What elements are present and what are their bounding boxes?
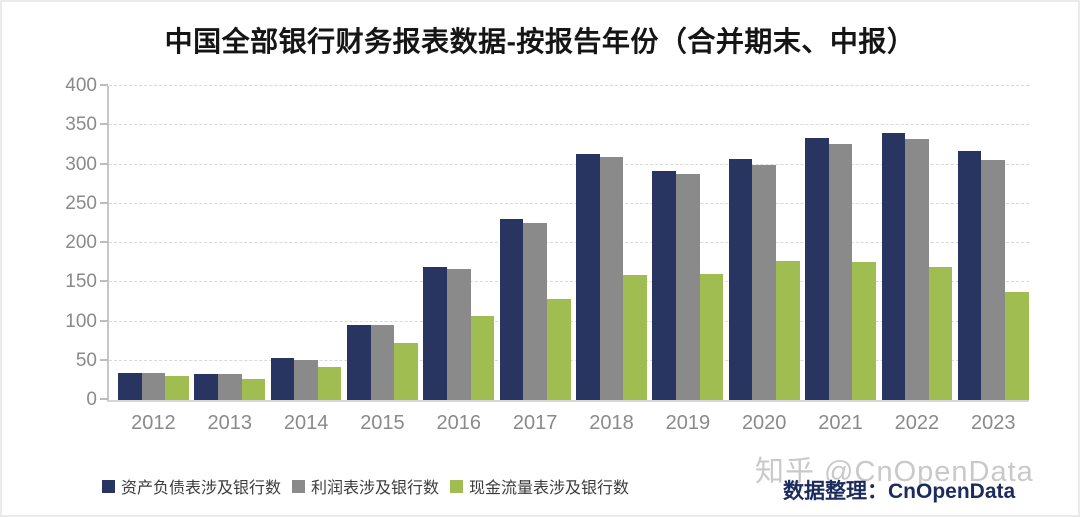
- bar-2020-series3: [776, 261, 800, 400]
- x-axis-label: 2013: [207, 412, 253, 434]
- bar-2021-series1: [805, 137, 829, 400]
- y-axis-label: 0: [86, 389, 97, 410]
- bar-2015-series2: [370, 325, 395, 400]
- y-axis-tick: [100, 319, 108, 322]
- bar-2023-series2: [981, 159, 1006, 400]
- legend-swatch-icon: [102, 479, 115, 493]
- bar-2020-series1: [728, 159, 753, 400]
- x-axis-label: 2017: [512, 412, 558, 434]
- y-axis-tick: [100, 280, 108, 283]
- x-axis-label: 2012: [131, 412, 176, 434]
- page-title: 中国全部银行财务报表数据-按报告年份（合并期末、中报）: [164, 26, 916, 57]
- y-axis-tick: [100, 201, 108, 204]
- bar-2014-series1: [270, 358, 295, 400]
- bar-2022-series1: [881, 133, 906, 400]
- bar-2017-series2: [523, 222, 547, 400]
- bar-2012-series1: [118, 373, 142, 400]
- bar-2017-series3: [546, 298, 571, 400]
- bar-2018-series2: [599, 156, 624, 400]
- y-axis-label: 250: [65, 192, 97, 214]
- plot-area: 0 50 100 150 200 250 300 350 400 2012 2013 2014 2015…: [65, 76, 1029, 434]
- y-axis-label: 50: [75, 349, 97, 371]
- x-axis-label: 2019: [665, 412, 711, 434]
- bar-2015-series3: [394, 342, 418, 400]
- bar-2016-series1: [423, 267, 447, 400]
- watermark-text: 知乎 @CnOpenData: [755, 456, 1034, 488]
- gridline: [109, 85, 1029, 86]
- y-axis-tick: [100, 398, 108, 400]
- y-axis-label: 150: [65, 271, 97, 293]
- bar-2012-series3: [165, 375, 189, 400]
- legend-item: 资产负债表涉及银行数: [102, 474, 281, 498]
- legend-label: 利润表涉及银行数: [311, 480, 440, 497]
- legend-item: 利润表涉及银行数: [292, 474, 439, 498]
- legend-swatch-icon: [450, 479, 464, 493]
- y-axis-tick: [100, 162, 108, 165]
- x-axis-label: 2022: [894, 412, 940, 434]
- bar-2021-series3: [852, 261, 876, 400]
- y-axis-label: 100: [65, 310, 97, 332]
- y-axis-tick: [100, 84, 108, 86]
- bar-2019-series1: [652, 170, 677, 400]
- bar-2012-series2: [141, 372, 166, 400]
- bar-2019-series3: [699, 274, 724, 400]
- y-axis-tick: [100, 241, 108, 243]
- legend-item: 现金流量表涉及银行数: [450, 474, 629, 498]
- legend: 资产负债表涉及银行数 利润表涉及银行数 现金流量表涉及银行数: [102, 474, 629, 498]
- y-axis-label: 300: [65, 153, 97, 175]
- x-axis-label: 2015: [360, 412, 405, 434]
- legend-label: 资产负债表涉及银行数: [121, 480, 282, 497]
- legend-swatch-icon: [292, 479, 306, 493]
- bar-2014-series2: [294, 359, 318, 400]
- gridline: [109, 202, 1029, 204]
- bar-2016-series2: [447, 268, 471, 400]
- legend-label: 现金流量表涉及银行数: [469, 480, 630, 497]
- y-axis-label: 200: [65, 232, 97, 253]
- bar-2022-series2: [905, 138, 929, 400]
- bar-2017-series1: [499, 219, 524, 400]
- bar-2013-series2: [217, 374, 242, 400]
- bar-2023-series1: [957, 151, 982, 400]
- gridline: [109, 124, 1029, 126]
- x-axis-label: 2016: [436, 412, 482, 434]
- bar-2014-series3: [317, 367, 342, 400]
- bar-2013-series1: [194, 374, 218, 400]
- bar-2021-series2: [828, 144, 853, 400]
- bar-2020-series2: [752, 164, 776, 400]
- gridline: [109, 163, 1029, 165]
- y-axis-label: 350: [65, 114, 97, 136]
- bar-2018-series1: [576, 153, 600, 400]
- gridline: [109, 242, 1029, 243]
- source-credit: 数据整理：CnOpenData: [783, 480, 1016, 503]
- bar-2013-series3: [241, 378, 266, 400]
- x-axis-label: 2014: [283, 412, 329, 434]
- bar-2015-series1: [347, 325, 371, 400]
- y-axis-tick: [100, 123, 108, 126]
- bar-2022-series3: [928, 267, 953, 400]
- gridline: [109, 281, 1029, 283]
- bar-2016-series3: [470, 316, 495, 400]
- x-axis-label: 2021: [818, 412, 863, 434]
- x-axis-label: 2018: [589, 412, 634, 434]
- y-axis-label: 400: [65, 75, 97, 96]
- x-axis-label: 2023: [971, 412, 1016, 434]
- bar-2019-series2: [676, 173, 700, 400]
- bar-2023-series3: [1005, 292, 1029, 400]
- x-axis-label: 2020: [741, 412, 787, 434]
- bar-2018-series3: [623, 275, 647, 400]
- y-axis-tick: [100, 358, 108, 361]
